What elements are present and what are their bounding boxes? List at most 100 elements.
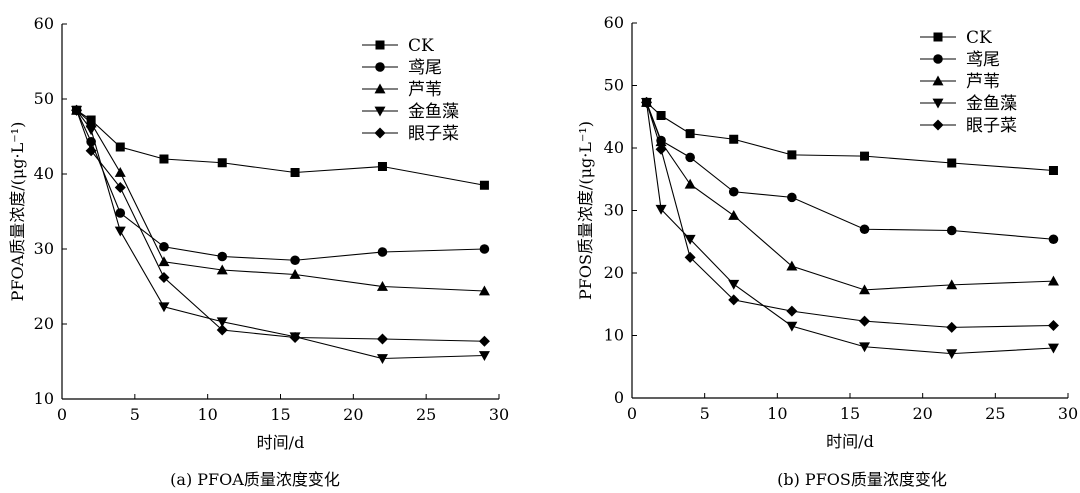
legend-marker: [374, 83, 386, 94]
y-tick-label: 60: [604, 13, 624, 32]
y-tick-label: 40: [604, 138, 624, 157]
data-point: [216, 317, 228, 328]
x-tick-label: 30: [1058, 404, 1078, 423]
data-point: [787, 192, 797, 203]
y-tick-label: 0: [614, 388, 624, 407]
x-tick-label: 20: [343, 405, 363, 424]
x-tick-label: 10: [767, 404, 787, 423]
data-point: [946, 225, 957, 236]
data-point: [114, 226, 126, 237]
data-point: [479, 244, 490, 254]
data-point: [217, 158, 227, 168]
data-point: [114, 167, 126, 177]
legend-label: 金鱼藻: [966, 94, 1017, 114]
legend-marker: [375, 40, 385, 50]
data-point: [85, 145, 97, 157]
data-point: [115, 208, 126, 218]
data-point: [479, 180, 489, 190]
x-axis-label: 时间/d: [257, 433, 305, 452]
x-tick-label: 5: [700, 404, 710, 423]
legend-marker: [374, 106, 386, 117]
series-line-2: [646, 102, 1054, 240]
data-point: [376, 354, 388, 364]
data-point: [159, 241, 169, 252]
x-tick-label: 25: [985, 404, 1005, 423]
series-line-1: [646, 101, 1054, 172]
data-point: [114, 182, 126, 193]
data-point: [729, 134, 739, 144]
x-tick-label: 25: [416, 405, 436, 424]
data-point: [684, 178, 696, 189]
series-line-5: [646, 102, 1054, 328]
data-point: [158, 302, 170, 313]
data-point: [158, 272, 170, 283]
x-axis-label: 时间/d: [826, 432, 874, 451]
y-tick-label: 30: [34, 239, 54, 258]
chart-title: (a) PFOA质量浓度变化: [170, 470, 340, 489]
data-point: [85, 117, 97, 128]
x-tick-label: 20: [912, 404, 932, 423]
chart-pfos: 0 5 10 15 20 25 30 0 10 20 30 40 50 60 时间/d PFOS质量浓度/(μ…: [576, 13, 1078, 489]
data-point: [158, 256, 170, 267]
legend-marker: [374, 127, 386, 139]
series-line-3: [76, 109, 485, 292]
x-tick-label: 10: [197, 405, 217, 424]
series-line-5: [76, 110, 485, 342]
data-point: [1048, 234, 1059, 245]
series-line-4: [645, 102, 1054, 355]
legend-marker: [932, 75, 944, 86]
data-point: [859, 284, 871, 295]
data-point: [216, 324, 228, 336]
data-point: [216, 264, 228, 275]
legend-label: 鸢尾: [966, 50, 1000, 70]
legend-label: 眼子菜: [408, 124, 459, 144]
y-tick-label: 10: [604, 326, 624, 345]
data-point: [728, 294, 740, 306]
data-point: [115, 142, 125, 152]
data-point: [377, 162, 387, 171]
legend-marker: [932, 119, 944, 131]
y-tick-label: 10: [34, 389, 54, 408]
data-point: [377, 247, 388, 257]
chart-title: (b) PFOS质量浓度变化: [777, 470, 947, 489]
legend-marker: [932, 98, 944, 109]
x-tick-label: 5: [130, 405, 140, 424]
data-point: [656, 111, 666, 120]
y-tick-label: 40: [34, 164, 54, 183]
data-point: [376, 281, 388, 291]
x-tick-label: 30: [489, 405, 509, 424]
data-point: [859, 315, 871, 327]
data-point: [290, 168, 300, 177]
x-tick-label: 0: [57, 405, 67, 424]
data-point: [947, 158, 957, 168]
y-axis-label: PFOS质量浓度/(μg·L⁻¹): [576, 121, 595, 300]
y-tick-label: 30: [604, 201, 624, 220]
legend-marker: [933, 54, 943, 64]
data-point: [1047, 320, 1059, 331]
data-point: [376, 333, 388, 345]
y-axis-label: PFOA质量浓度/(μg·L⁻¹): [8, 122, 27, 302]
data-point: [1047, 343, 1059, 354]
data-point: [946, 279, 958, 290]
chart-pfoa: 0 5 10 15 20 25 30 10 20 30 40 50 60 时间/d PFOA质量浓度/(μg…: [8, 14, 509, 489]
data-point: [786, 260, 798, 271]
data-point: [655, 204, 667, 215]
data-point: [787, 150, 797, 160]
data-point: [289, 332, 301, 343]
series-line-1: [76, 109, 485, 186]
y-tick-label: 20: [34, 314, 54, 333]
data-point: [641, 96, 653, 108]
legend-label: 金鱼藻: [408, 102, 459, 122]
data-point: [478, 351, 490, 361]
legend-marker: [375, 62, 385, 72]
y-tick-label: 50: [604, 76, 624, 95]
data-point: [728, 186, 739, 197]
x-tick-label: 15: [270, 405, 290, 424]
y-tick-label: 20: [604, 263, 624, 282]
data-point: [859, 224, 870, 235]
data-point: [478, 285, 490, 296]
data-point: [478, 335, 490, 347]
data-point: [290, 255, 300, 266]
data-point: [728, 210, 740, 220]
